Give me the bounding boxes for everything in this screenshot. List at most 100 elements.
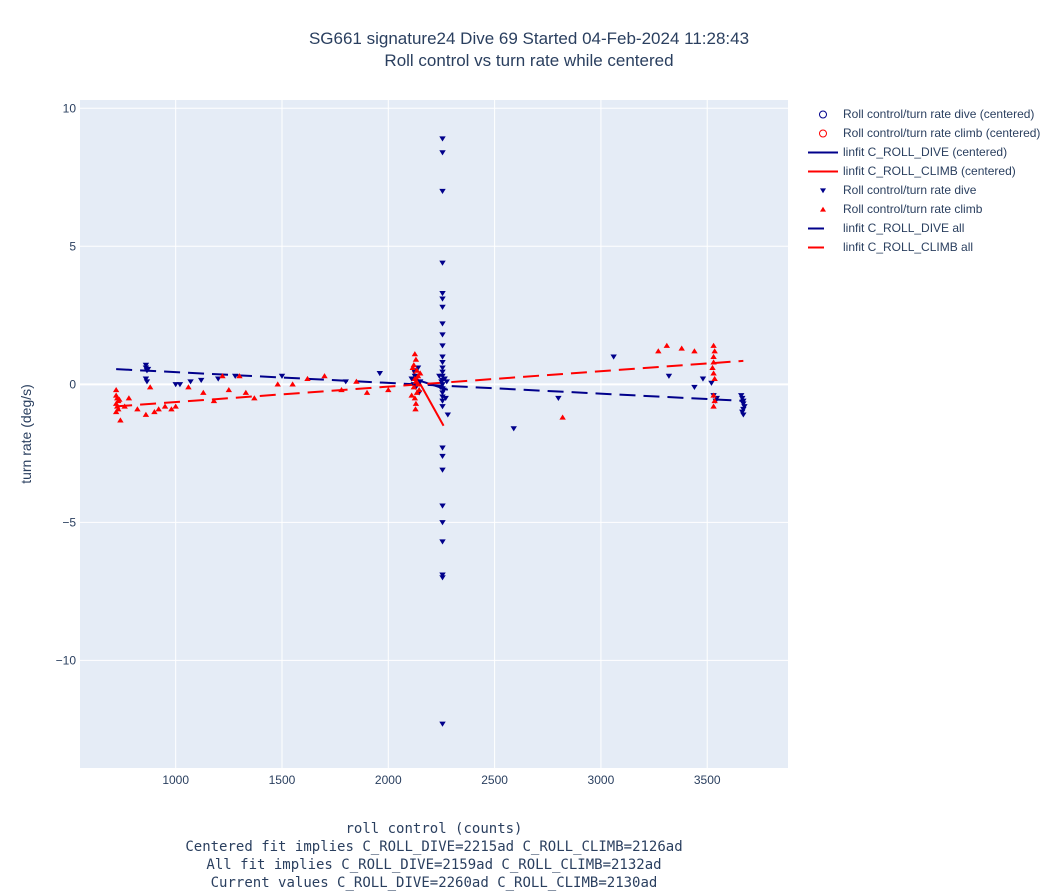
legend-symbol-climb-centered	[819, 129, 827, 138]
y-tick-label: 5	[69, 239, 76, 253]
climb-point	[709, 364, 716, 370]
dive-point	[408, 376, 415, 382]
current-values-note: Current values C_ROLL_DIVE=2260ad C_ROLL…	[210, 875, 658, 891]
x-tick-label: 2500	[481, 773, 508, 787]
dive-point	[439, 343, 446, 349]
climb-point	[412, 406, 419, 412]
climb-point	[385, 386, 392, 393]
dive-point	[439, 365, 446, 371]
climb-point	[559, 414, 566, 420]
climb-point	[411, 351, 419, 357]
dive-point	[439, 332, 446, 338]
dive-point	[439, 359, 446, 366]
climb-point	[412, 400, 420, 406]
climb-point	[116, 396, 123, 402]
climb-point	[219, 373, 226, 379]
legend-item-linfit-dive-all[interactable]: linfit C_ROLL_DIVE all	[806, 219, 1056, 238]
dive-point	[708, 380, 715, 386]
climb-point	[353, 378, 360, 384]
climb-point	[200, 389, 207, 395]
legend-circle-marker	[819, 110, 827, 119]
legend-symbol-linfit-dive-centered	[808, 151, 838, 154]
dive-point	[439, 539, 446, 545]
climb-point	[161, 403, 169, 409]
climb-point	[155, 406, 162, 412]
climb-point	[663, 342, 671, 348]
dive-point	[439, 290, 446, 297]
climb-point	[146, 384, 154, 390]
climb-fit-all-line	[116, 359, 744, 408]
dive-point	[439, 445, 446, 451]
climb-point	[710, 353, 717, 359]
legend-symbol-dive-centered	[819, 110, 827, 119]
dive-point	[439, 321, 446, 327]
dive-point	[665, 373, 673, 379]
dive-point	[439, 394, 446, 400]
climb-point	[414, 381, 422, 387]
dive-point	[232, 373, 239, 379]
dive-point	[172, 382, 179, 388]
climb-point	[416, 370, 424, 376]
dive-point	[436, 373, 443, 379]
dive-point	[740, 406, 747, 413]
climb-point	[151, 409, 158, 415]
dive-point	[439, 188, 446, 194]
climb-point	[134, 406, 141, 412]
legend-circle-marker	[819, 129, 827, 138]
legend-item-linfit-dive-centered[interactable]: linfit C_ROLL_DIVE (centered)	[806, 143, 1056, 162]
x-axis-annotation: roll control (counts) Centered fit implie…	[0, 820, 868, 892]
dive-point	[739, 409, 746, 415]
dive-point	[510, 426, 517, 432]
climb-point	[710, 370, 717, 376]
legend-triangle-up-marker	[820, 206, 826, 212]
dive-fit-all-line	[116, 368, 744, 402]
climb-point	[413, 367, 421, 373]
legend-item-linfit-climb-all[interactable]: linfit C_ROLL_CLIMB all	[806, 238, 1056, 257]
dive-point	[439, 304, 446, 310]
dive-point	[142, 376, 150, 382]
climb-point	[142, 411, 150, 417]
dive-point	[439, 575, 446, 581]
x-tick-label: 3500	[694, 773, 721, 787]
climb-point	[117, 417, 124, 423]
x-axis-label: roll control (counts)	[345, 821, 523, 837]
climb-point	[304, 375, 311, 382]
climb-point	[710, 403, 717, 409]
legend-label: Roll control/turn rate climb (centered)	[843, 126, 1041, 140]
climb-point	[711, 348, 718, 354]
climb-point	[168, 406, 175, 412]
legend-item-linfit-climb-centered[interactable]: linfit C_ROLL_CLIMB (centered)	[806, 162, 1056, 181]
dive-point	[439, 404, 446, 410]
dive-point	[438, 379, 445, 385]
climb-point	[251, 395, 258, 401]
y-tick-label: 0	[69, 377, 76, 391]
legend-item-climb-centered[interactable]: Roll control/turn rate climb (centered)	[806, 124, 1056, 143]
x-tick-label: 1500	[269, 773, 296, 787]
dive-point	[439, 296, 446, 302]
dive-point	[176, 382, 184, 388]
climb-point	[710, 392, 717, 398]
climb-point	[242, 389, 250, 395]
legend-symbol-linfit-climb-centered	[808, 170, 838, 173]
dive-point	[142, 362, 150, 368]
legend-item-climb[interactable]: Roll control/turn rate climb	[806, 200, 1056, 219]
legend-symbol-climb	[820, 206, 826, 212]
legend-label: linfit C_ROLL_CLIMB all	[843, 240, 974, 254]
dive-point	[439, 503, 446, 509]
dive-point	[416, 379, 424, 385]
all-fit-note: All fit implies C_ROLL_DIVE=2159ad C_ROL…	[206, 857, 662, 873]
climb-point	[112, 409, 120, 415]
climb-point	[691, 348, 698, 354]
dive-point	[439, 467, 446, 473]
legend-triangle-down-marker	[820, 188, 826, 194]
tick-labels: 1000 1500 2000 2500 3000 3500 10 5 0 −5 −10	[56, 101, 721, 787]
legend-item-dive-centered[interactable]: Roll control/turn rate dive (centered)	[806, 105, 1056, 124]
climb-point	[321, 373, 328, 379]
climb-point	[678, 345, 685, 351]
legend-item-dive[interactable]: Roll control/turn rate dive	[806, 181, 1056, 200]
y-tick-label: 10	[63, 101, 77, 115]
dive-point	[444, 412, 452, 418]
data-markers	[112, 136, 748, 727]
chart-title-line2: Roll control vs turn rate while centered	[384, 51, 674, 70]
